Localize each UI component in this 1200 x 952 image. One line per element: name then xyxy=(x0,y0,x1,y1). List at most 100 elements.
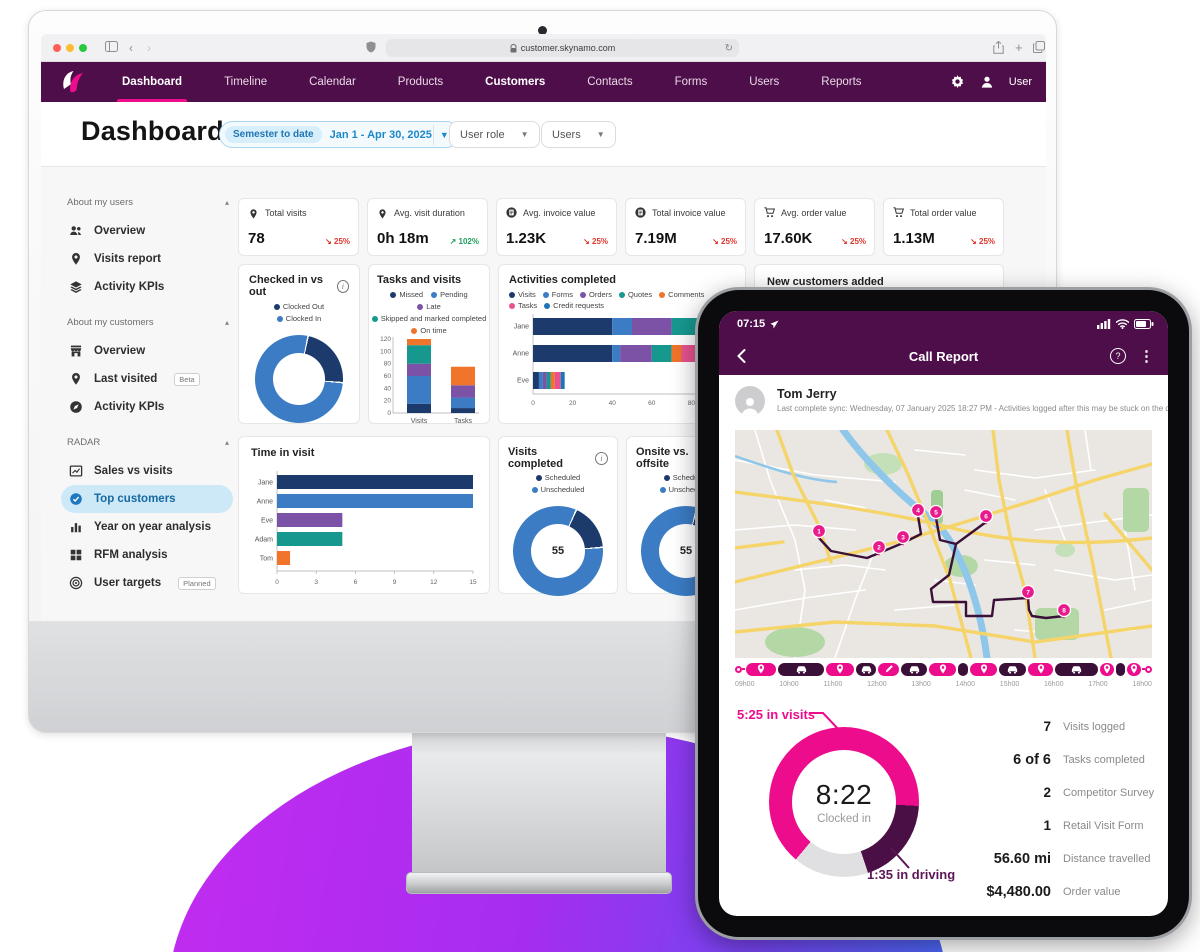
timeline-visit-segment[interactable] xyxy=(970,662,997,676)
rep-name: Tom Jerry xyxy=(777,387,837,401)
settings-gear-icon[interactable] xyxy=(950,74,965,90)
user-role-select[interactable]: User role ▼ xyxy=(449,121,540,148)
tablet-header: Call Report ? ⋮ xyxy=(719,337,1168,375)
users-label: Users xyxy=(552,128,581,141)
sidebar-item-user-targets[interactable]: User targets Planned xyxy=(61,569,233,597)
card-tasks-and-visits[interactable]: Tasks and visits Missed Pending Late Skipped… xyxy=(368,264,490,425)
forward-icon[interactable]: › xyxy=(147,41,151,55)
kpi-card-2[interactable]: Avg. invoice value 1.23K ↘ 25% xyxy=(496,198,617,256)
timeline-stop-segment[interactable] xyxy=(1116,662,1125,676)
timeline-drive-segment[interactable] xyxy=(778,662,824,676)
sidebar-section-header[interactable]: About my customers ▴ xyxy=(67,317,229,328)
legend-item: Skipped and marked completed xyxy=(371,314,486,323)
info-icon[interactable]: i xyxy=(336,279,349,293)
map-pin-6[interactable]: 6 xyxy=(978,508,994,526)
timeline-visit-segment[interactable] xyxy=(1028,662,1053,676)
timeline-drive-segment[interactable] xyxy=(856,662,876,676)
timeline-stop-segment[interactable] xyxy=(958,662,968,676)
share-icon[interactable] xyxy=(993,41,1004,54)
map-pin-1[interactable]: 1 xyxy=(811,523,827,541)
nav-item-timeline[interactable]: Timeline xyxy=(224,76,268,88)
new-tab-icon[interactable]: + xyxy=(1015,40,1023,55)
legend-label: Clocked Out xyxy=(282,302,325,311)
sidebar-item-overview[interactable]: Overview xyxy=(61,217,233,245)
sidebar-section-header[interactable]: RADAR ▴ xyxy=(67,437,229,448)
kpi-card-1[interactable]: Avg. visit duration 0h 18m ↗ 102% xyxy=(367,198,488,256)
kpi-delta: ↘ 25% xyxy=(970,237,995,246)
back-chevron-icon[interactable] xyxy=(737,349,746,363)
kpi-delta: ↗ 102% xyxy=(449,237,479,246)
sidebar-item-top-customers[interactable]: Top customers xyxy=(61,485,233,513)
day-timeline[interactable] xyxy=(735,662,1152,676)
route-map[interactable]: 1 2 3 4 5 6 7 8 xyxy=(735,430,1152,658)
skynamo-logo[interactable] xyxy=(57,68,87,96)
map-pin-2[interactable]: 2 xyxy=(871,539,887,557)
close-window-icon[interactable] xyxy=(53,44,61,52)
nav-item-products[interactable]: Products xyxy=(397,76,444,88)
timeline-visit-segment[interactable] xyxy=(929,662,956,676)
map-pin-8[interactable]: 8 xyxy=(1056,602,1072,620)
sidebar-item-rfm-analysis[interactable]: RFM analysis xyxy=(61,541,233,569)
map-pin-5[interactable]: 5 xyxy=(928,504,944,522)
back-icon[interactable]: ‹ xyxy=(129,41,133,55)
kpi-card-3[interactable]: Total invoice value 7.19M ↘ 25% xyxy=(625,198,746,256)
sidebar-item-last-visited[interactable]: Last visited Beta xyxy=(61,365,233,393)
help-icon[interactable]: ? xyxy=(1110,348,1126,364)
sidebar-toggle-icon[interactable] xyxy=(105,41,118,52)
sidebar-item-sales-vs-visits[interactable]: Sales vs visits xyxy=(61,457,233,485)
legend-item: Comments xyxy=(659,290,704,299)
timeline-visit-segment[interactable] xyxy=(1100,662,1114,676)
timeline-visit-segment[interactable] xyxy=(826,662,854,676)
timeline-note-segment[interactable] xyxy=(878,662,899,676)
tab-overview-icon[interactable] xyxy=(1033,41,1045,53)
kpi-label: Total order value xyxy=(910,207,977,218)
kpi-card-0[interactable]: Total visits 78 ↘ 25% xyxy=(238,198,359,256)
nav-item-reports[interactable]: Reports xyxy=(821,76,862,88)
address-bar[interactable]: customer.skynamo.com ↻ xyxy=(386,39,739,57)
nav-item-customers[interactable]: Customers xyxy=(485,76,546,88)
info-icon[interactable]: i xyxy=(595,451,608,465)
timeline-hour-label: 12h00 xyxy=(867,681,887,688)
user-avatar-icon[interactable] xyxy=(979,74,995,90)
legend: Clocked Out Clocked In xyxy=(249,302,349,323)
card-time-in-visit[interactable]: Time in visit 0 3 6 9 12 15 Jane Anne Eve Adam Tom xyxy=(238,436,490,594)
car-icon xyxy=(909,665,919,674)
sidebar-item-activity-kpis[interactable]: Activity KPIs xyxy=(61,393,233,421)
kpi-card-5[interactable]: Total order value 1.13M ↘ 25% xyxy=(883,198,1004,256)
window-buttons[interactable] xyxy=(53,44,87,52)
legend-dot xyxy=(659,486,666,493)
timeline-visit-segment[interactable] xyxy=(746,662,776,676)
timeline-drive-segment[interactable] xyxy=(999,662,1026,676)
minimize-window-icon[interactable] xyxy=(66,44,74,52)
sidebar-item-visits-report[interactable]: Visits report xyxy=(61,245,233,273)
kpi-card-4[interactable]: Avg. order value 17.60K ↘ 25% xyxy=(754,198,875,256)
kpi-label: Avg. order value xyxy=(781,207,847,218)
timeline-visit-segment[interactable] xyxy=(1127,662,1141,676)
nav-item-contacts[interactable]: Contacts xyxy=(587,76,633,88)
sidebar-item-overview[interactable]: Overview xyxy=(61,337,233,365)
map-pin-4[interactable]: 4 xyxy=(910,502,926,520)
timeline-drive-segment[interactable] xyxy=(1055,662,1098,676)
reload-icon[interactable]: ↻ xyxy=(724,42,733,54)
pin-icon xyxy=(980,664,987,674)
overflow-menu-icon[interactable]: ⋮ xyxy=(1139,348,1154,365)
nav-item-forms[interactable]: Forms xyxy=(674,76,708,88)
sidebar-item-year-on-year-analysis[interactable]: Year on year analysis xyxy=(61,513,233,541)
shield-icon[interactable] xyxy=(366,41,376,53)
nav-user-label[interactable]: User xyxy=(1008,76,1032,88)
date-range-filter[interactable]: Semester to date Jan 1 - Apr 30, 2025 ▼ xyxy=(219,121,460,148)
card-checked-in-vs-out[interactable]: Checked in vs out i Clocked Out Clocked In xyxy=(238,264,360,424)
timeline-drive-segment[interactable] xyxy=(901,662,927,676)
legend-item: Visits xyxy=(509,290,536,299)
zoom-window-icon[interactable] xyxy=(79,44,87,52)
nav-item-calendar[interactable]: Calendar xyxy=(309,76,356,88)
nav-item-dashboard[interactable]: Dashboard xyxy=(101,62,203,102)
sidebar-section-header[interactable]: About my users ▴ xyxy=(67,197,229,208)
sidebar-item-activity-kpis[interactable]: Activity KPIs xyxy=(61,273,233,301)
svg-text:5: 5 xyxy=(934,509,938,516)
map-pin-7[interactable]: 7 xyxy=(1020,584,1036,602)
nav-item-users[interactable]: Users xyxy=(749,76,780,88)
map-pin-3[interactable]: 3 xyxy=(895,529,911,547)
users-select[interactable]: Users ▼ xyxy=(541,121,616,148)
card-visits-completed[interactable]: Visits completed i Scheduled Unscheduled 55 xyxy=(498,436,618,596)
